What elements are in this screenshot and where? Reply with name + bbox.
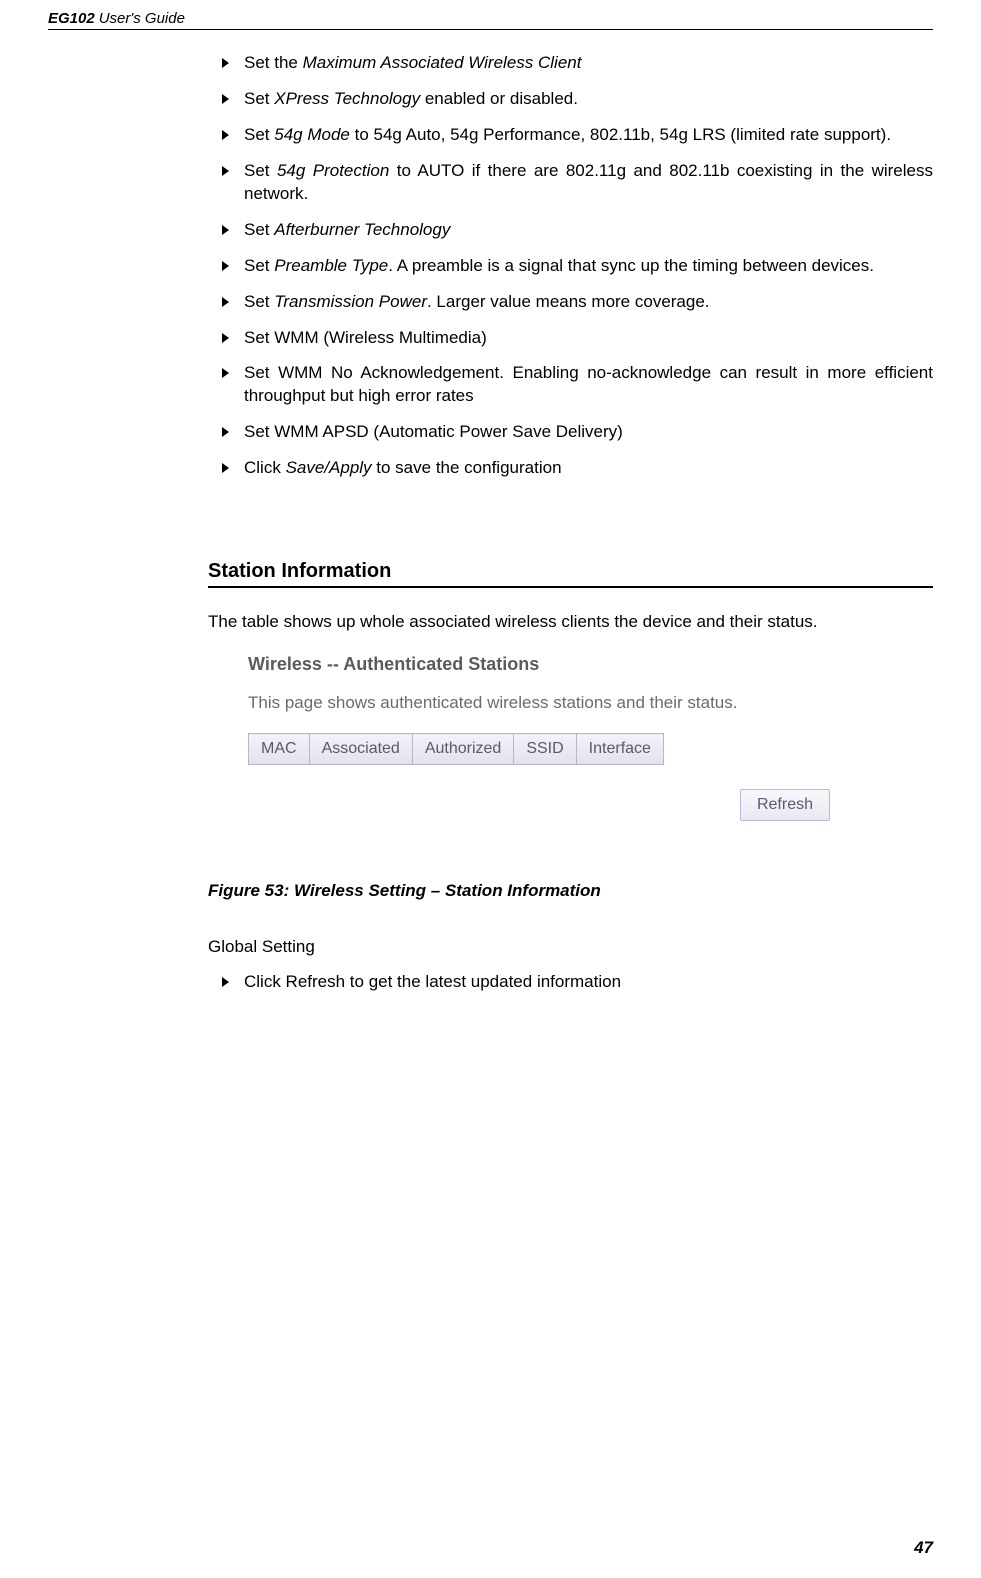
text: Set — [244, 292, 274, 311]
list-item: Set WMM (Wireless Multimedia) — [208, 327, 933, 350]
text: Set WMM No Acknowledgement. Enabling no-… — [244, 363, 933, 405]
section-intro: The table shows up whole associated wire… — [208, 612, 933, 632]
text: Click — [244, 458, 286, 477]
text: Set the — [244, 53, 303, 72]
page-number: 47 — [914, 1538, 933, 1558]
text: Click Refresh to get the latest updated … — [244, 972, 621, 991]
header-model: EG102 — [48, 10, 95, 27]
text-italic: Save/Apply — [286, 458, 372, 477]
list-item: Click Save/Apply to save the configurati… — [208, 457, 933, 480]
list-item: Set Transmission Power. Larger value mea… — [208, 291, 933, 314]
list-item: Set the Maximum Associated Wireless Clie… — [208, 52, 933, 75]
col-interface: Interface — [576, 734, 663, 765]
col-authorized: Authorized — [412, 734, 514, 765]
section-title-station-information: Station Information — [208, 560, 933, 588]
page-header: EG102 User's Guide — [48, 10, 933, 30]
figure-caption: Figure 53: Wireless Setting – Station In… — [208, 881, 933, 901]
text-italic: XPress Technology — [274, 89, 420, 108]
col-associated: Associated — [309, 734, 412, 765]
wifi-panel-title: Wireless -- Authenticated Stations — [248, 654, 838, 675]
text: Set — [244, 161, 277, 180]
settings-bullet-list: Set the Maximum Associated Wireless Clie… — [208, 52, 933, 480]
text-italic: Afterburner Technology — [274, 220, 450, 239]
text: Set WMM (Wireless Multimedia) — [244, 328, 487, 347]
text-italic: Preamble Type — [274, 256, 388, 275]
global-setting-list: Click Refresh to get the latest updated … — [208, 971, 933, 994]
text-italic: 54g Mode — [274, 125, 350, 144]
text: to 54g Auto, 54g Performance, 802.11b, 5… — [350, 125, 891, 144]
list-item: Set Afterburner Technology — [208, 219, 933, 242]
wifi-stations-table: MAC Associated Authorized SSID Interface — [248, 733, 664, 765]
text-italic: Maximum Associated Wireless Client — [303, 53, 582, 72]
list-item: Set 54g Mode to 54g Auto, 54g Performanc… — [208, 124, 933, 147]
text: Set — [244, 89, 274, 108]
col-mac: MAC — [249, 734, 310, 765]
text: to save the configuration — [372, 458, 562, 477]
list-item: Set 54g Protection to AUTO if there are … — [208, 160, 933, 206]
text-italic: 54g Protection — [277, 161, 389, 180]
list-item: Click Refresh to get the latest updated … — [208, 971, 933, 994]
wifi-stations-screenshot: Wireless -- Authenticated Stations This … — [248, 654, 838, 821]
text: Set — [244, 125, 274, 144]
text-italic: Transmission Power — [274, 292, 427, 311]
col-ssid: SSID — [514, 734, 576, 765]
refresh-button[interactable]: Refresh — [740, 789, 830, 821]
text: . A preamble is a signal that sync up th… — [388, 256, 874, 275]
header-guide: User's Guide — [99, 10, 185, 27]
text: Set WMM APSD (Automatic Power Save Deliv… — [244, 422, 623, 441]
wifi-panel-desc: This page shows authenticated wireless s… — [248, 693, 838, 713]
list-item: Set WMM APSD (Automatic Power Save Deliv… — [208, 421, 933, 444]
text: Set — [244, 256, 274, 275]
text: enabled or disabled. — [420, 89, 578, 108]
list-item: Set WMM No Acknowledgement. Enabling no-… — [208, 362, 933, 408]
global-setting-heading: Global Setting — [208, 937, 933, 957]
list-item: Set XPress Technology enabled or disable… — [208, 88, 933, 111]
text: . Larger value means more coverage. — [427, 292, 710, 311]
list-item: Set Preamble Type. A preamble is a signa… — [208, 255, 933, 278]
text: Set — [244, 220, 274, 239]
